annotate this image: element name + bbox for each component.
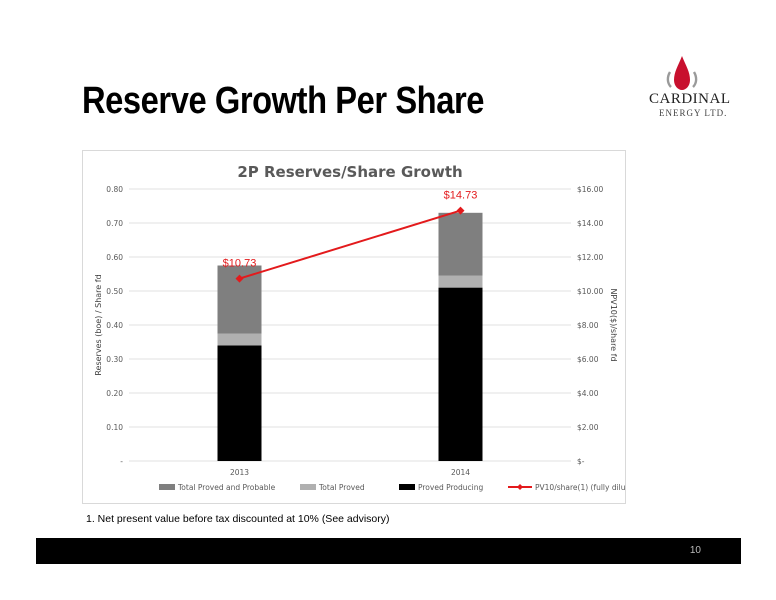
legend-swatch (399, 484, 415, 490)
y2-tick-label: $- (577, 457, 585, 466)
y2-tick-label: $14.00 (577, 219, 603, 228)
logo-name: CARDINAL (649, 91, 731, 107)
legend-entry: Total Proved (318, 483, 365, 492)
y2-tick-label: $8.00 (577, 321, 599, 330)
y-tick-label: 0.20 (106, 389, 123, 398)
y-tick-label: 0.80 (106, 185, 123, 194)
legend-entry: Total Proved and Probable (177, 483, 276, 492)
y-tick-label: 0.50 (106, 287, 123, 296)
legend-swatch (159, 484, 175, 490)
reserves-chart: 2P Reserves/Share Growth - $- 0.10 $2.00 0.20… (94, 163, 625, 492)
logo-subtitle: ENERGY LTD. (659, 108, 728, 118)
pv10-line (239, 209, 461, 280)
x-tick-label: 2014 (451, 468, 470, 477)
y2-tick-label: $4.00 (577, 389, 599, 398)
y2-axis-label: NPV10($)/share fd (609, 288, 618, 361)
legend-swatch (300, 484, 316, 490)
y-tick-label: 0.70 (106, 219, 123, 228)
pv10-point (456, 206, 465, 215)
y2-tick-label: $16.00 (577, 185, 603, 194)
bar-total-proved (217, 333, 262, 346)
pv10-point (235, 274, 244, 283)
y2-tick-label: $10.00 (577, 287, 603, 296)
y-tick-label: 0.30 (106, 355, 123, 364)
y2-tick-label: $2.00 (577, 423, 599, 432)
pv10-data-label: $14.73 (444, 190, 478, 202)
y-axis-label: Reserves (boe) / Share fd (94, 274, 103, 375)
bar-total-proved (438, 275, 483, 288)
page-number: 10 (689, 545, 701, 556)
flame-logo-icon (666, 56, 698, 90)
footnote: 1. Net present value before tax discount… (86, 513, 390, 525)
chart-container: 2P Reserves/Share Growth - $- 0.10 $2.00 0.20… (82, 150, 626, 504)
bar-proved-producing (438, 287, 483, 461)
y2-tick-label: $6.00 (577, 355, 599, 364)
x-tick-label: 2013 (230, 468, 249, 477)
legend-entry: PV10/share(1) (fully diluted) (535, 483, 625, 492)
legend-entry: Proved Producing (418, 483, 483, 492)
y-tick-label: 0.10 (106, 423, 123, 432)
bar-total-proved-and-probable (438, 212, 483, 276)
footer-bar: 10 (36, 538, 741, 564)
y-tick-label: 0.40 (106, 321, 123, 330)
chart-title: 2P Reserves/Share Growth (237, 163, 462, 181)
slide-title: Reserve Growth Per Share (82, 80, 484, 122)
y-tick-label: - (120, 457, 123, 466)
bar-proved-producing (217, 345, 262, 461)
pv10-data-label: $10.73 (223, 258, 257, 270)
y-tick-label: 0.60 (106, 253, 123, 262)
y2-tick-label: $12.00 (577, 253, 603, 262)
legend-line-marker (517, 484, 523, 490)
